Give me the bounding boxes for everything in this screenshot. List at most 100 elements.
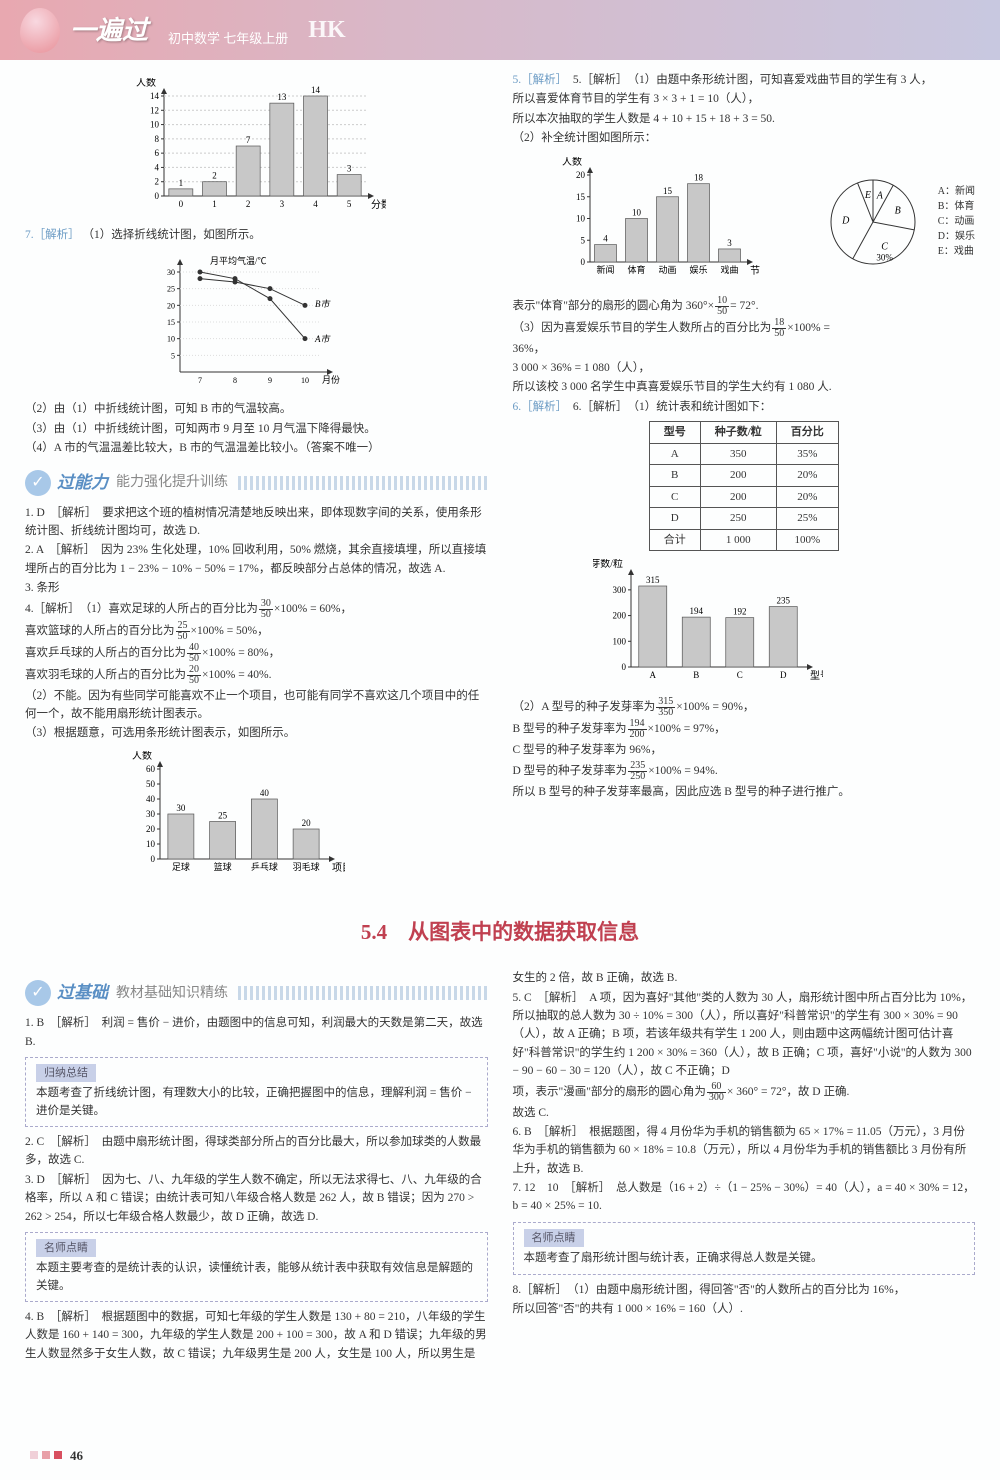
- svg-text:2: 2: [155, 177, 160, 187]
- r5-l7: 36%，: [513, 340, 976, 358]
- right-column: 5.［解析］ 5.［解析］ （1）由题中条形统计图，可知喜爱戏曲节目的学生有 3…: [513, 70, 976, 889]
- r5-l2: 所以喜爱体育节目的学生有 3 × 3 + 1 = 10（人），: [513, 90, 976, 108]
- chart-scores-bar: 0246810121410217213314435人数分数: [126, 78, 386, 218]
- svg-text:30: 30: [167, 268, 175, 277]
- svg-text:8: 8: [155, 134, 160, 144]
- chart-seeds-bar: 0100200300315A194B192C235D发芽数/粒型号: [593, 559, 823, 689]
- tip-box-2: 名师点睛 本题考查了扇形统计图与统计表，正确求得总人数是关键。: [513, 1222, 976, 1275]
- svg-text:15: 15: [663, 185, 673, 195]
- basic-q1: 1. B ［解析］ 利润 = 售价 − 进价，由题图中的信息可知，利润最大的天数…: [25, 1014, 488, 1051]
- r6-l3: B 型号的种子发芽率为194200×100% = 97%，: [513, 719, 976, 740]
- svg-text:D: D: [780, 670, 787, 680]
- br-q8: 8.［解析］ （1）由题中扇形统计图，得回答"否"的人数所占的百分比为 16%，: [513, 1281, 976, 1299]
- ability-section-header: ✓ 过能力 能力强化提升训练: [25, 470, 488, 496]
- header-edition: HK: [308, 12, 345, 48]
- svg-text:300: 300: [612, 585, 626, 595]
- page-footer: 46: [30, 1446, 83, 1466]
- svg-text:3: 3: [727, 238, 732, 248]
- svg-text:10: 10: [576, 213, 586, 223]
- q7-head: 7.［解析］ （1）选择折线统计图，如图所示。: [25, 226, 488, 244]
- r5-l9: 所以该校 3 000 名学生中真喜爱娱乐节目的学生大约有 1 080 人.: [513, 378, 976, 396]
- check-icon: ✓: [25, 470, 51, 496]
- r5-head: 5.［解析］ 5.［解析］ （1）由题中条形统计图，可知喜爱戏曲节目的学生有 3…: [513, 71, 976, 89]
- q7-l3: （3）由（1）中折线统计图，可知两市 9 月至 10 月气温下降得最快。: [25, 420, 488, 438]
- svg-text:20: 20: [167, 302, 175, 311]
- svg-text:4: 4: [314, 199, 319, 209]
- svg-text:月份: 月份: [322, 374, 340, 385]
- svg-text:动画: 动画: [659, 265, 677, 275]
- svg-text:0: 0: [179, 199, 184, 209]
- bottom-left-column: ✓ 过基础 教材基础知识精练 1. B ［解析］ 利润 = 售价 − 进价，由题…: [25, 968, 488, 1364]
- svg-text:新闻: 新闻: [597, 264, 615, 275]
- header-subtitle: 初中数学 七年级上册: [168, 29, 288, 49]
- svg-text:18: 18: [694, 172, 704, 182]
- br-q5: 5. C ［解析］ A 项，因为喜好"其他"类的人数为 30 人，扇形统计图中所…: [513, 989, 976, 1081]
- svg-text:10: 10: [146, 839, 156, 849]
- svg-text:D: D: [841, 215, 850, 226]
- svg-text:C: C: [881, 241, 888, 252]
- svg-text:人数: 人数: [132, 751, 152, 762]
- ability-q4f: （3）根据题意，可选用条形统计图表示，如图所示。: [25, 724, 488, 742]
- svg-text:13: 13: [278, 92, 288, 102]
- ability-q4a: 4.［解析］ （1）喜欢足球的人所占的百分比为3050×100% = 60%，: [25, 599, 488, 620]
- svg-text:3: 3: [280, 199, 285, 209]
- svg-text:发芽数/粒: 发芽数/粒: [593, 559, 623, 570]
- svg-text:20: 20: [302, 818, 312, 828]
- seeds-table: 型号种子数/粒百分比 A35035%B20020%C20020%D25025%合…: [649, 421, 839, 551]
- chart-programs-bar: 051015204新闻10体育15动画18娱乐3戏曲人数节目类别: [560, 157, 760, 287]
- svg-text:B: B: [693, 670, 699, 680]
- svg-text:192: 192: [733, 607, 747, 617]
- svg-text:25: 25: [167, 285, 175, 294]
- left-column: 0246810121410217213314435人数分数 7.［解析］ （1）…: [25, 70, 488, 889]
- r6-l2: （2）A 型号的种子发芽率为315350×100% = 90%，: [513, 697, 976, 718]
- svg-text:9: 9: [268, 376, 272, 385]
- basic-q2: 2. C ［解析］ 由题中扇形统计图，得球类部分所占的百分比最大，所以参加球类的…: [25, 1133, 488, 1170]
- basic-section-header: ✓ 过基础 教材基础知识精练: [25, 980, 488, 1006]
- r6-l6: 所以 B 型号的种子发芽率最高，因此应选 B 型号的种子进行推广。: [513, 783, 976, 801]
- ability-q4c: 喜欢乒乓球的人所占的百分比为4050×100% = 80%，: [25, 643, 488, 664]
- r5-l8: 3 000 × 36% = 1 080（人），: [513, 359, 976, 377]
- svg-text:乒乓球: 乒乓球: [251, 861, 278, 872]
- svg-text:60: 60: [146, 764, 156, 774]
- svg-text:A市: A市: [314, 334, 331, 344]
- svg-text:10: 10: [150, 120, 160, 130]
- svg-text:A: A: [649, 670, 656, 680]
- ability-q4b: 喜欢篮球的人所占的百分比为2550×100% = 50%，: [25, 621, 488, 642]
- svg-text:人数: 人数: [562, 157, 582, 168]
- br-q4tail: 女生的 2 倍，故 B 正确，故选 B.: [513, 969, 976, 987]
- ability-q4e: （2）不能。因为有些同学可能喜欢不止一个项目，也可能有同学不喜欢这几个项目中的任…: [25, 687, 488, 724]
- svg-text:3: 3: [347, 164, 352, 174]
- svg-text:项目: 项目: [332, 862, 345, 874]
- svg-text:2: 2: [246, 199, 251, 209]
- r5-l5: 表示"体育"部分的扇形的圆心角为 360°×1050= 72°.: [513, 296, 976, 317]
- br-q5b: 项，表示"漫画"部分的扇形的圆心角为60300× 360° = 72°，故 D …: [513, 1082, 976, 1103]
- svg-text:人数: 人数: [136, 78, 156, 89]
- svg-text:0: 0: [155, 191, 160, 201]
- svg-text:30%: 30%: [876, 252, 893, 262]
- svg-text:0: 0: [151, 854, 156, 864]
- tip-box-1: 名师点睛 本题主要考查的是统计表的认识，读懂统计表，能够从统计表中获取有效信息是…: [25, 1232, 488, 1302]
- br-q7: 7. 12 10 ［解析］ 总人数是（16 + 2）÷（1 − 25% − 30…: [513, 1179, 976, 1216]
- svg-text:型号: 型号: [810, 669, 823, 682]
- basic-q4: 4. B ［解析］ 根据题图中的数据，可知七年级的学生人数是 130 + 80 …: [25, 1308, 488, 1363]
- balloon-icon: [20, 8, 60, 53]
- bottom-right-column: 女生的 2 倍，故 B 正确，故选 B. 5. C ［解析］ A 项，因为喜好"…: [513, 968, 976, 1364]
- svg-text:15: 15: [167, 318, 175, 327]
- br-q6: 6. B ［解析］ 根据题图，得 4 月份华为手机的销售额为 65 × 17% …: [513, 1123, 976, 1178]
- summary-box-1: 归纳总结 本题考查了折线统计图，有理数大小的比较，正确把握图中的信息，理解利润 …: [25, 1057, 488, 1127]
- br-q8b: 所以回答"否"的共有 1 000 × 16% = 160（人）.: [513, 1300, 976, 1318]
- ability-q4d: 喜欢羽毛球的人所占的百分比为2050×100% = 40%.: [25, 665, 488, 686]
- svg-text:30: 30: [146, 809, 156, 819]
- svg-text:50: 50: [146, 779, 156, 789]
- svg-text:0: 0: [621, 662, 626, 672]
- svg-text:1: 1: [213, 199, 218, 209]
- ability-q1: 1. D ［解析］ 要求把这个班的植树情况清楚地反映出来，即体现数字间的关系，使…: [25, 504, 488, 541]
- svg-text:12: 12: [150, 105, 159, 115]
- svg-text:14: 14: [150, 91, 160, 101]
- q7-l2: （2）由（1）中折线统计图，可知 B 市的气温较高。: [25, 400, 488, 418]
- q7-l4: （4）A 市的气温温差比较大，B 市的气温温差比较小。（答案不唯一）: [25, 439, 488, 457]
- svg-text:14: 14: [311, 85, 321, 95]
- chart-pie: ABC30%DE: [818, 167, 928, 277]
- svg-text:娱乐: 娱乐: [690, 264, 708, 275]
- svg-text:E: E: [864, 190, 871, 201]
